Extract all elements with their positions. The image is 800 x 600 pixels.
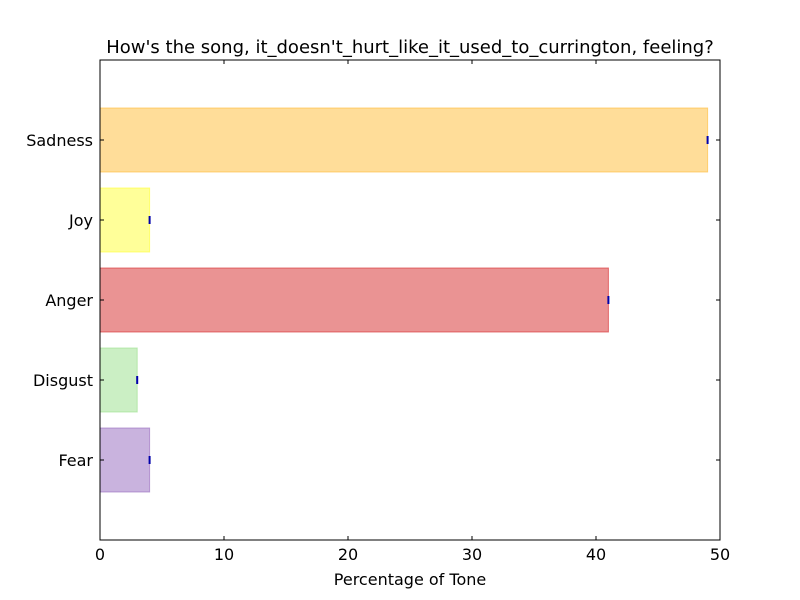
bar-disgust [99,347,138,413]
bar-joy [99,187,151,253]
bar-anger [99,267,609,333]
x-tick-label: 50 [710,545,730,564]
x-axis-label: Percentage of Tone [334,570,486,589]
bars-group [99,107,709,493]
chart-title: How's the song, it_doesn't_hurt_like_it_… [106,37,714,58]
y-tick-label-anger: Anger [45,291,93,310]
y-tick-label-joy: Joy [68,211,93,230]
x-tick-label: 40 [586,545,606,564]
x-axis-ticks: 0 10 20 30 40 50 [95,60,730,564]
x-tick-label: 10 [214,545,234,564]
y-tick-label-fear: Fear [58,451,93,470]
y-tick-label-disgust: Disgust [33,371,93,390]
bar-sadness [99,107,709,173]
y-tick-label-sadness: Sadness [26,131,93,150]
x-tick-label: 20 [338,545,358,564]
x-tick-label: 0 [95,545,105,564]
x-tick-label: 30 [462,545,482,564]
y-axis-ticks: Fear Disgust Anger Joy Sadness [26,131,720,470]
bar-fear [99,427,151,493]
